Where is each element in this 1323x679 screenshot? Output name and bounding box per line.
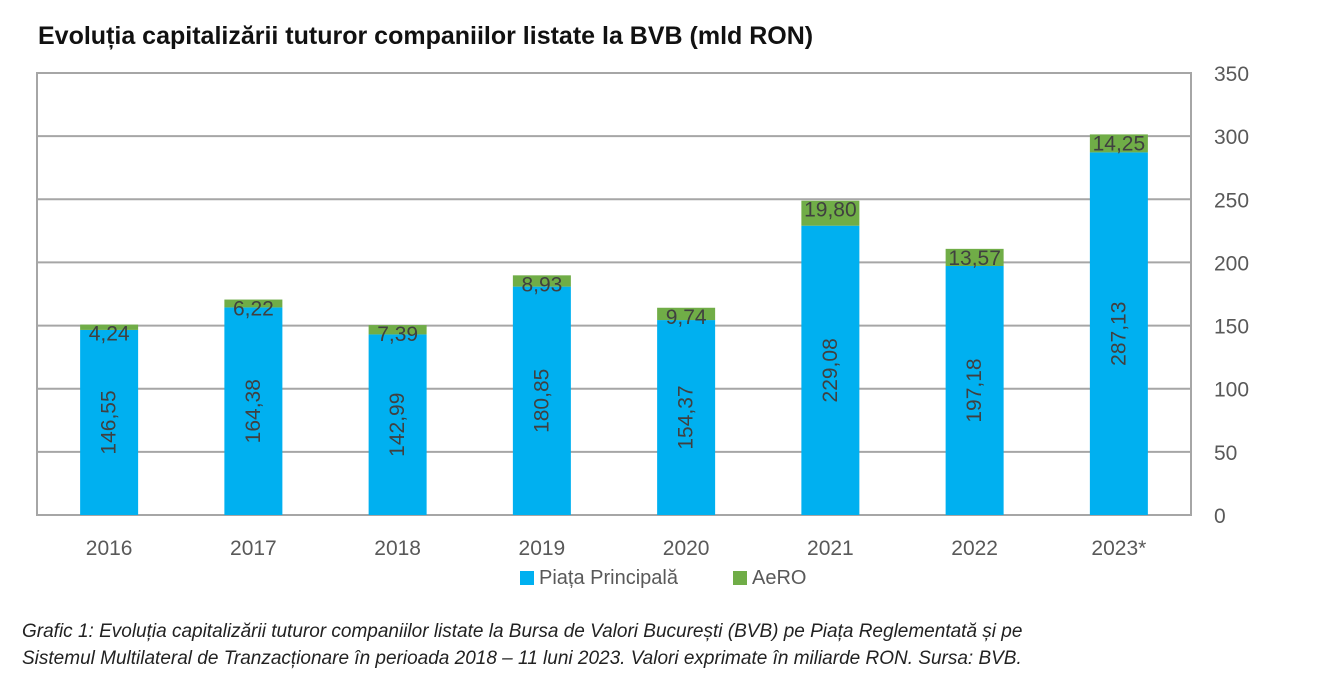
bar-piata-principala xyxy=(1089,152,1148,516)
value-labels: 146,55 4,24 164,38 6,22 142,99 7,39 180,85 8,93… xyxy=(89,132,1145,456)
plot-area-frame xyxy=(36,72,1192,516)
y-tick-label: 50 xyxy=(1214,442,1237,465)
data-label-aero: 19,80 xyxy=(804,199,857,222)
bar-piata-principala xyxy=(80,329,139,515)
y-tick-label: 100 xyxy=(1214,379,1249,402)
x-axis-tick-labels: 2016 2017 2018 2019 2020 2021 2022 2023* xyxy=(86,537,1147,560)
bar-piata-principala xyxy=(512,286,571,515)
x-tick-label: 2018 xyxy=(374,537,421,560)
bar-aero xyxy=(945,248,1004,266)
x-tick-label: 2023* xyxy=(1091,537,1146,560)
legend-swatch-piata-principala xyxy=(520,571,534,585)
bar-aero xyxy=(1089,134,1148,153)
y-tick-label: 250 xyxy=(1214,189,1249,212)
bar-piata-principala xyxy=(801,225,860,515)
x-tick-label: 2019 xyxy=(519,537,566,560)
y-tick-label: 150 xyxy=(1214,316,1249,339)
bar-aero xyxy=(80,324,139,330)
data-label-aero: 4,24 xyxy=(89,323,130,346)
data-label-piata-principala: 164,38 xyxy=(242,379,265,443)
legend-label-piata-principala: Piața Principală xyxy=(539,567,679,589)
legend-label-aero: AeRO xyxy=(752,567,806,589)
legend-swatch-aero xyxy=(733,571,747,585)
chart-title: Evoluția capitalizării tuturor companiil… xyxy=(38,22,814,50)
gridlines xyxy=(37,135,1191,453)
bar-aero xyxy=(224,299,283,308)
x-tick-label: 2017 xyxy=(230,537,277,560)
x-tick-label: 2020 xyxy=(663,537,710,560)
x-tick-label: 2016 xyxy=(86,537,133,560)
x-tick-label: 2021 xyxy=(807,537,854,560)
legend: Piața Principală AeRO xyxy=(520,567,806,589)
data-label-aero: 13,57 xyxy=(948,247,1001,270)
data-label-piata-principala: 154,37 xyxy=(675,385,698,449)
y-tick-label: 0 xyxy=(1214,505,1226,528)
y-tick-label: 300 xyxy=(1214,126,1249,149)
bar-aero xyxy=(368,325,427,335)
data-label-aero: 8,93 xyxy=(521,273,562,296)
x-tick-label: 2022 xyxy=(951,537,998,560)
chart-canvas: 146,55 4,24 164,38 6,22 142,99 7,39 180,85 8,93… xyxy=(36,63,1249,589)
data-label-piata-principala: 287,13 xyxy=(1107,302,1130,366)
y-tick-label: 350 xyxy=(1214,63,1249,86)
bar-aero xyxy=(512,275,571,287)
y-axis-tick-labels: 0 50 100 150 200 250 300 350 xyxy=(1214,63,1249,528)
data-label-piata-principala: 142,99 xyxy=(386,393,409,457)
data-label-aero: 9,74 xyxy=(666,306,707,329)
data-label-piata-principala: 229,08 xyxy=(819,338,842,402)
bar-piata-principala xyxy=(368,334,427,515)
bar-aero xyxy=(657,307,716,321)
data-label-aero: 6,22 xyxy=(233,298,274,321)
figure-caption: Grafic 1: Evoluția capitalizării tuturor… xyxy=(22,618,1312,672)
y-tick-label: 200 xyxy=(1214,252,1249,275)
data-label-piata-principala: 180,85 xyxy=(530,369,553,433)
bar-aero xyxy=(801,200,860,226)
bars xyxy=(80,134,1148,516)
caption-line: Sistemul Multilateral de Tranzacționare … xyxy=(22,648,1022,669)
bar-piata-principala xyxy=(657,320,716,515)
data-label-aero: 7,39 xyxy=(377,323,418,346)
caption-line: Grafic 1: Evoluția capitalizării tuturor… xyxy=(22,621,1023,642)
bar-piata-principala xyxy=(945,265,1004,515)
data-label-piata-principala: 197,18 xyxy=(963,358,986,422)
data-label-aero: 14,25 xyxy=(1093,132,1146,155)
bar-piata-principala xyxy=(224,307,283,515)
data-label-piata-principala: 146,55 xyxy=(98,390,121,454)
